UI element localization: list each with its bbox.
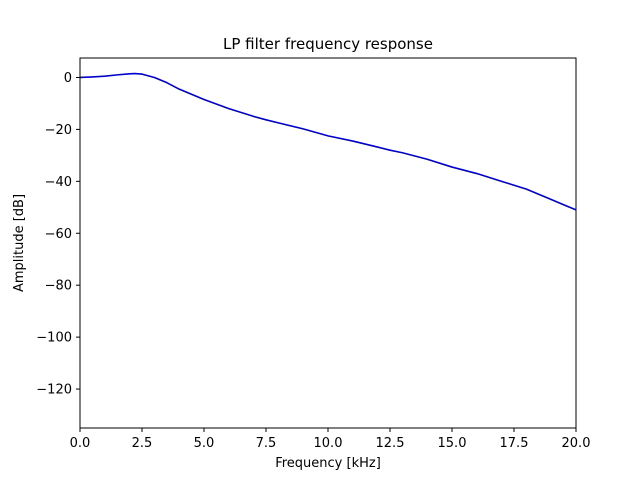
- y-tick-label: −100: [36, 331, 72, 346]
- y-tick-label: −40: [45, 175, 72, 190]
- y-tick-label: −20: [45, 123, 72, 138]
- x-tick-label: 15.0: [438, 436, 467, 451]
- x-tick-label: 12.5: [376, 436, 405, 451]
- series-line-0: [79, 72, 577, 211]
- chart-title: LP filter frequency response: [223, 35, 433, 53]
- y-tick-label: −80: [45, 279, 72, 294]
- x-tick-label: 20.0: [562, 436, 591, 451]
- x-tick-label: 0.0: [70, 436, 91, 451]
- x-tick-label: 7.5: [256, 436, 277, 451]
- y-axis-label: Amplitude [dB]: [12, 194, 27, 292]
- y-axis: 0 −20 −40 −60 −80 −100 −120: [36, 71, 80, 398]
- x-axis: 0.0 2.5 5.0 7.5 10.0 12.5 15.0 17.5 20.0: [70, 428, 591, 451]
- y-tick-label: 0: [64, 71, 72, 86]
- y-tick-label: −60: [45, 227, 72, 242]
- x-axis-label: Frequency [kHz]: [275, 456, 381, 471]
- x-tick-label: 5.0: [194, 436, 215, 451]
- x-tick-label: 2.5: [132, 436, 153, 451]
- x-tick-label: 17.5: [500, 436, 529, 451]
- y-tick-label: −120: [36, 383, 72, 398]
- x-tick-label: 10.0: [314, 436, 343, 451]
